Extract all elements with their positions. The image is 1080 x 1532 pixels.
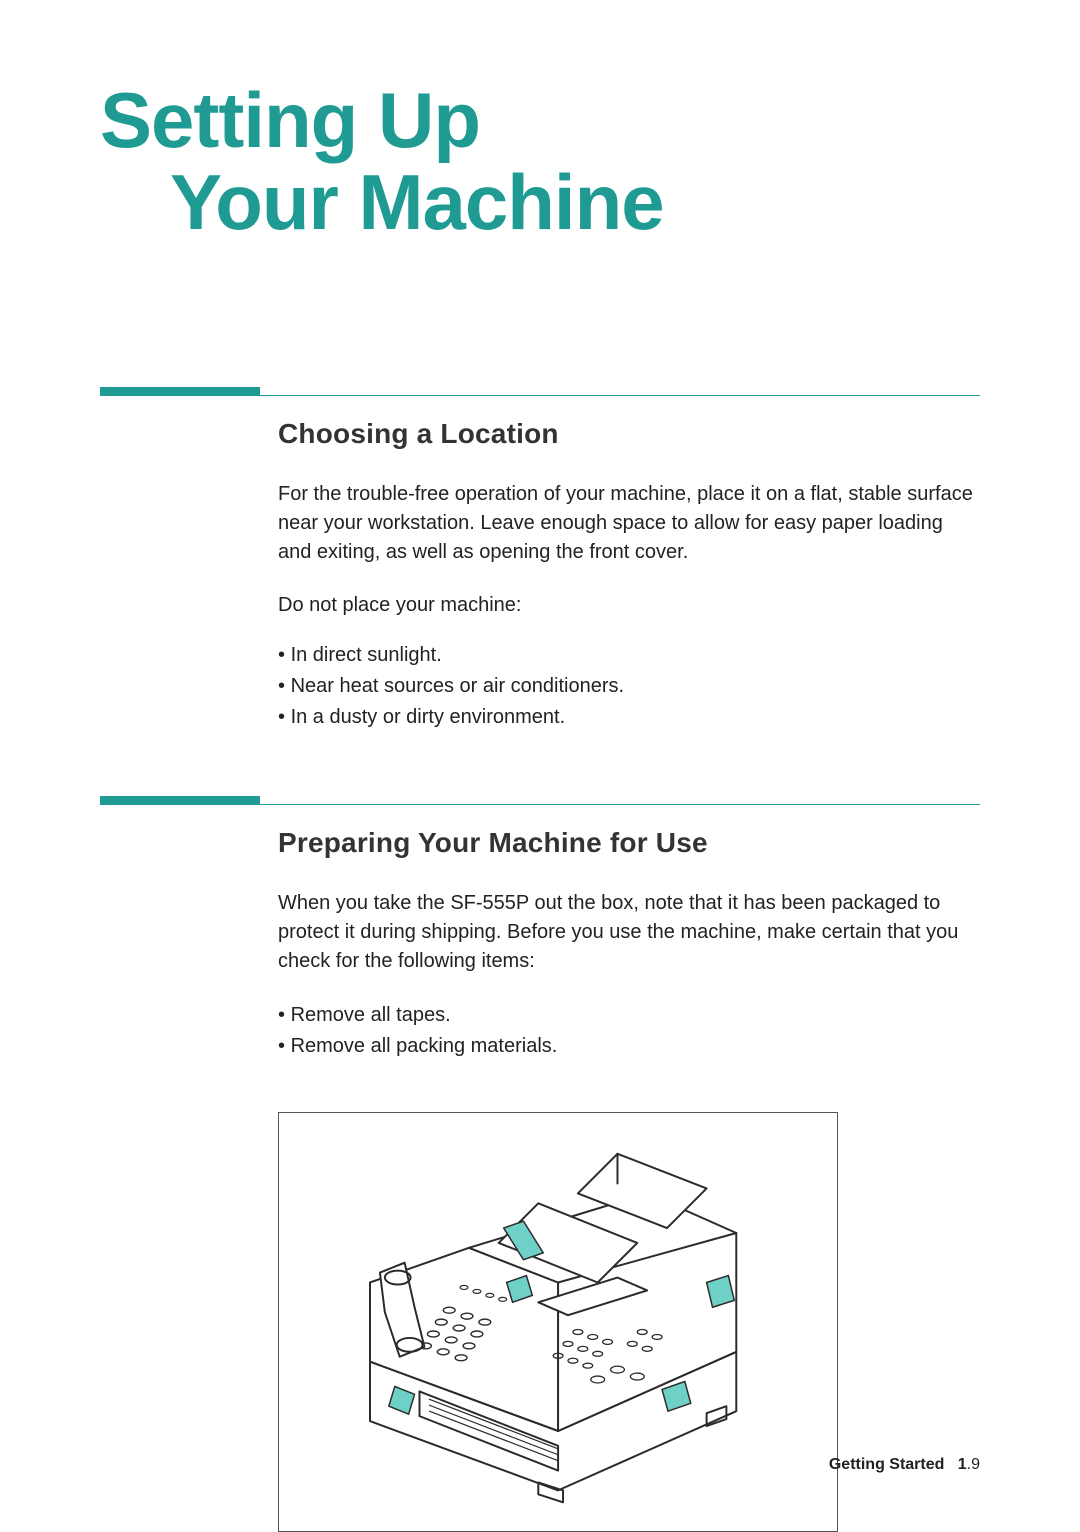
accent-bar	[100, 374, 260, 396]
fax-machine-icon	[307, 1134, 809, 1510]
list-item: Near heat sources or air conditioners.	[278, 671, 980, 702]
subheading: Preparing Your Machine for Use	[278, 827, 980, 859]
manual-page: Setting Up Your Machine Choosing a Locat…	[0, 0, 1080, 1526]
section-preparing-machine: Preparing Your Machine for Use When you …	[100, 783, 980, 1062]
page-title: Setting Up Your Machine	[100, 80, 980, 244]
paragraph: When you take the SF-555P out the box, n…	[278, 889, 980, 976]
section-rule	[100, 374, 980, 396]
page-footer: Getting Started 1.9	[829, 1456, 980, 1474]
machine-illustration	[278, 1112, 838, 1532]
footer-chapter: 1	[958, 1456, 967, 1473]
section-body: Choosing a Location For the trouble-free…	[278, 418, 980, 733]
list-item: Remove all tapes.	[278, 1000, 980, 1031]
section-rule	[100, 783, 980, 805]
bullet-list: Remove all tapes. Remove all packing mat…	[278, 1000, 980, 1062]
title-line-1: Setting Up	[100, 76, 480, 164]
list-item: In direct sunlight.	[278, 640, 980, 671]
section-choosing-location: Choosing a Location For the trouble-free…	[100, 374, 980, 733]
title-line-2: Your Machine	[100, 158, 664, 246]
section-body: Preparing Your Machine for Use When you …	[278, 827, 980, 1062]
footer-page: .9	[967, 1456, 980, 1473]
accent-bar-thick	[100, 796, 260, 805]
accent-bar-thick	[100, 387, 260, 396]
list-item: Remove all packing materials.	[278, 1031, 980, 1062]
paragraph: For the trouble-free operation of your m…	[278, 480, 980, 567]
bullet-list: In direct sunlight. Near heat sources or…	[278, 640, 980, 733]
list-item: In a dusty or dirty environment.	[278, 702, 980, 733]
subheading: Choosing a Location	[278, 418, 980, 450]
lead-text: Do not place your machine:	[278, 591, 980, 620]
accent-bar	[100, 783, 260, 805]
footer-section-label: Getting Started	[829, 1456, 945, 1473]
